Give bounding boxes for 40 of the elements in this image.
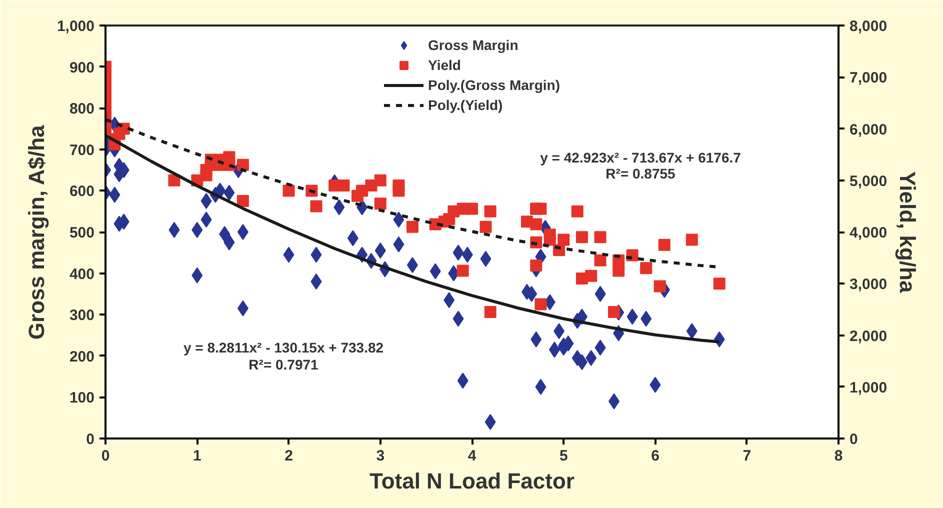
y2-axis-title: Yield, kg/ha xyxy=(895,171,920,294)
y-tick-label: 0 xyxy=(86,431,94,448)
x-tick-label: 2 xyxy=(284,448,293,464)
legend-label: Yield xyxy=(428,57,461,73)
legend-label: Poly.(Gross Margin) xyxy=(428,77,560,93)
y2-tick-label: 1,000 xyxy=(850,379,888,396)
y2-tick-label: 7,000 xyxy=(850,70,888,87)
y-tick-label: 300 xyxy=(69,307,95,324)
y2-tick-label: 3,000 xyxy=(850,276,888,294)
x-tick-label: 7 xyxy=(742,448,752,464)
y-tick-label: 800 xyxy=(69,100,95,118)
annotation: R²= 0.7971 xyxy=(248,356,319,372)
y2-tick-label: 4,000 xyxy=(850,224,888,242)
y-tick-label: 400 xyxy=(69,266,95,283)
x-tick-label: 1 xyxy=(192,448,202,464)
x-tick-label: 0 xyxy=(101,448,110,464)
annotation: y = 8.2811x² - 130.15x + 733.82 xyxy=(183,340,384,356)
y2-tick-label: 2,000 xyxy=(850,328,888,345)
y2-tick-label: 6,000 xyxy=(850,121,888,138)
y-tick-label: 100 xyxy=(69,390,95,407)
y-tick-label: 700 xyxy=(69,142,95,159)
y-tick-label: 200 xyxy=(69,348,95,366)
y2-tick-label: 8,000 xyxy=(850,18,888,35)
y-tick-label: 1,000 xyxy=(56,18,95,35)
y2-tick-label: 0 xyxy=(850,431,858,448)
x-tick-label: 5 xyxy=(559,448,568,464)
y-tick-label: 500 xyxy=(69,224,95,242)
y2-tick-label: 5,000 xyxy=(850,172,888,190)
x-tick-label: 3 xyxy=(376,448,385,464)
y-tick-label: 900 xyxy=(69,59,95,76)
x-axis-title: Total N Load Factor xyxy=(370,468,575,494)
x-tick-label: 6 xyxy=(651,448,660,464)
annotation: R²= 0.8755 xyxy=(606,166,676,182)
y-tick-label: 600 xyxy=(69,183,95,200)
x-tick-label: 8 xyxy=(834,448,843,464)
annotation: y = 42.923x² - 713.67x + 6176.7 xyxy=(540,150,742,166)
x-tick-label: 4 xyxy=(468,448,477,464)
legend-label: Poly.(Yield) xyxy=(428,97,503,113)
y-axis-title: Gross margin, A$/ha xyxy=(24,124,49,340)
legend-label: Gross Margin xyxy=(428,37,518,53)
